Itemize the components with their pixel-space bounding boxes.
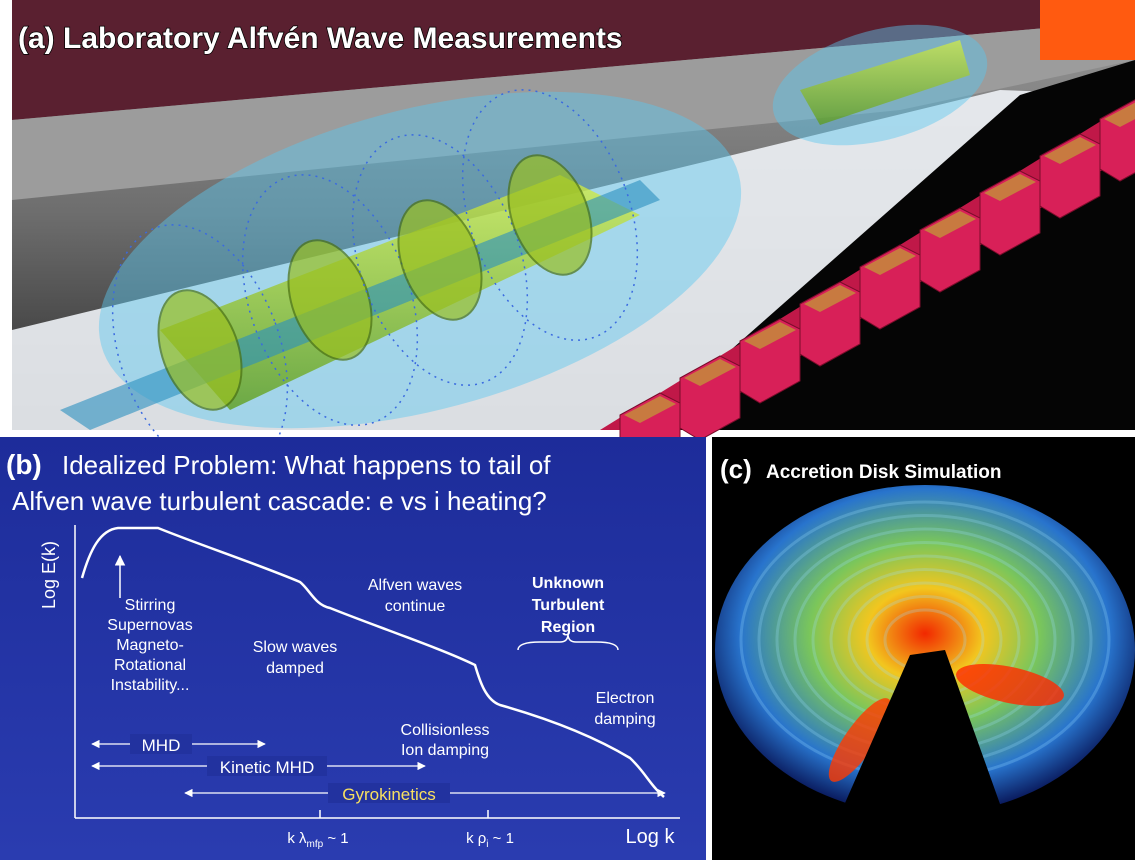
wave-ring: [157, 289, 243, 411]
annotation: damping: [594, 711, 655, 728]
range-label-bg: [207, 756, 327, 776]
wave-rings: [111, 89, 639, 476]
block-top: [864, 248, 916, 275]
wave-cylinder: [800, 40, 970, 125]
annotation: Supernovas: [107, 617, 192, 634]
tick-main: k λ: [287, 830, 307, 847]
x-axis-label: Log k: [626, 826, 676, 848]
range-label-bg: [130, 734, 192, 754]
block-top: [624, 396, 676, 423]
spectrum-curve: [80, 526, 665, 798]
wave-ring: [287, 239, 373, 361]
range-label: MHD: [142, 736, 181, 755]
wave-ring: [507, 154, 593, 276]
range-label: Kinetic MHD: [220, 758, 314, 777]
x-tick-label: k ρi ~ 1: [466, 830, 514, 850]
upper-wall: [12, 0, 1135, 120]
tick-tail: ~ 1: [489, 830, 514, 847]
disk-body: [715, 485, 1135, 815]
block-top: [684, 359, 736, 386]
panel-label: (c): [720, 454, 752, 484]
range-label-bg: [328, 783, 450, 803]
block-top: [984, 174, 1036, 201]
cutaway: [820, 650, 1020, 860]
annotation: Region: [541, 619, 595, 636]
annotation: Stirring: [125, 597, 176, 614]
hot-region: [828, 698, 892, 782]
orange-object: [1040, 0, 1135, 60]
annotation: Rotational: [114, 657, 186, 674]
annotation: Unknown: [532, 575, 604, 592]
annotation: Alfven waves: [368, 577, 462, 594]
annotation: continue: [385, 598, 446, 615]
block-top: [924, 211, 976, 238]
tick-sub: mfp: [307, 839, 324, 850]
annotation: Instability...: [111, 677, 190, 694]
block-top: [1044, 137, 1096, 164]
field-loop: [111, 224, 289, 476]
wall-blocks: [600, 99, 1135, 478]
x-tick-label: k λmfp ~ 1: [287, 830, 348, 850]
tick-main: k ρ: [466, 830, 486, 847]
annotation: Slow waves: [253, 639, 337, 656]
annotation: Magneto-: [116, 637, 184, 654]
range-label: Gyrokinetics: [342, 785, 436, 804]
panel-a-title: (a) Laboratory Alfvén Wave Measurements: [18, 22, 623, 55]
field-loop: [461, 89, 639, 341]
annotation: Electron: [596, 690, 655, 707]
panel-b: (b) Idealized Problem: What happens to t…: [0, 437, 706, 860]
annotation: Turbulent: [532, 597, 605, 614]
tick-tail: ~ 1: [323, 830, 348, 847]
panel-label: (b): [6, 449, 42, 480]
block-top: [1104, 102, 1135, 127]
block-top: [744, 322, 796, 349]
wave-ring: [397, 199, 483, 321]
block-top: [804, 285, 856, 312]
panel-a: (a) Laboratory Alfvén Wave Measurements: [12, 0, 1135, 478]
panel-c-title: Accretion Disk Simulation: [766, 462, 1001, 483]
tick-sub: i: [486, 839, 488, 850]
disk: [715, 485, 1135, 815]
brace: [517, 633, 619, 651]
annotation: damped: [266, 660, 324, 677]
panel-b-title: Idealized Problem: What happens to tail …: [62, 450, 551, 480]
panel-b-title: Alfven wave turbulent cascade: e vs i he…: [12, 486, 547, 516]
annotations: Stirring Supernovas Magneto- Rotational Inst…: [107, 575, 655, 759]
hot-region: [956, 664, 1064, 706]
y-axis-label: Log E(k): [39, 541, 59, 609]
annotation: Ion damping: [401, 742, 489, 759]
panel-c: (c) Accretion Disk Simulation: [712, 437, 1135, 860]
annotation: Collisionless: [401, 722, 490, 739]
